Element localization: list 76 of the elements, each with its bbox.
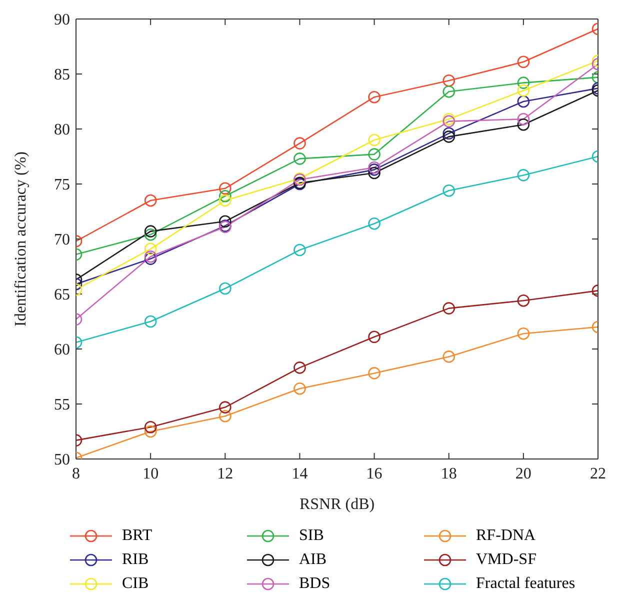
legend-label: RIB [122, 551, 149, 569]
point [368, 330, 380, 344]
point [442, 112, 456, 126]
y-tick-label: 65 [54, 286, 70, 304]
point [218, 401, 232, 414]
x-axis-title: RSNR (dB) [299, 496, 375, 513]
y-tick-label: 70 [54, 232, 70, 249]
y-tick-label: 85 [54, 66, 70, 84]
point [294, 244, 306, 256]
point [368, 367, 380, 380]
legend-label: SIB [299, 527, 324, 545]
point [218, 410, 232, 422]
point [368, 164, 380, 176]
point [144, 250, 157, 263]
point [517, 118, 530, 131]
point [218, 282, 232, 295]
y-tick-label: 80 [54, 122, 70, 139]
legend-label: BDS [299, 575, 330, 593]
legend-label: Fractal features [476, 575, 576, 593]
y-tick-label: 60 [54, 342, 70, 359]
point [368, 166, 380, 180]
x-tick-label: 14 [292, 465, 308, 482]
point [368, 134, 380, 146]
point [368, 217, 380, 230]
point [442, 130, 456, 143]
point [442, 74, 456, 87]
x-tick-label: 22 [590, 465, 606, 482]
x-tick-label: 8 [72, 465, 80, 482]
y-tick-label: 55 [54, 396, 70, 414]
legend-label: CIB [122, 575, 149, 593]
point [442, 350, 456, 363]
point [517, 56, 530, 68]
y-tick-label: 90 [54, 12, 70, 29]
point [442, 127, 456, 140]
point [517, 327, 530, 340]
y-tick-label: 75 [54, 176, 70, 194]
point [368, 161, 380, 174]
legend-label: AIB [299, 551, 327, 569]
point [144, 315, 157, 328]
point [294, 362, 306, 374]
point [144, 194, 157, 207]
point [517, 76, 530, 89]
x-tick-label: 18 [440, 465, 457, 482]
point [294, 382, 306, 395]
x-tick-label: 16 [366, 465, 382, 482]
legend-label: RF-DNA [476, 527, 536, 545]
point [144, 425, 157, 438]
legend-label: VMD-SF [476, 551, 536, 569]
point [144, 242, 157, 256]
point [517, 95, 530, 108]
point [517, 169, 530, 182]
point [442, 115, 456, 128]
point [294, 152, 306, 165]
point [218, 190, 232, 202]
point [517, 112, 530, 126]
x-tick-label: 12 [217, 465, 234, 482]
point [517, 294, 530, 307]
point [442, 85, 456, 98]
x-tick-label: 10 [142, 465, 159, 482]
point [368, 148, 380, 160]
point [144, 228, 157, 241]
point [294, 137, 306, 150]
point [144, 225, 157, 238]
x-tick-label: 20 [515, 465, 532, 482]
point [144, 252, 157, 265]
point [442, 302, 456, 314]
legend-label: BRT [122, 527, 152, 545]
y-tick-label: 50 [54, 452, 70, 469]
point [368, 90, 380, 104]
y-axis-title: Identification accuracy (%) [12, 151, 30, 327]
point [442, 184, 456, 197]
point [218, 215, 232, 228]
point [517, 84, 530, 97]
point [144, 420, 157, 434]
point [218, 182, 232, 195]
point [218, 194, 232, 207]
